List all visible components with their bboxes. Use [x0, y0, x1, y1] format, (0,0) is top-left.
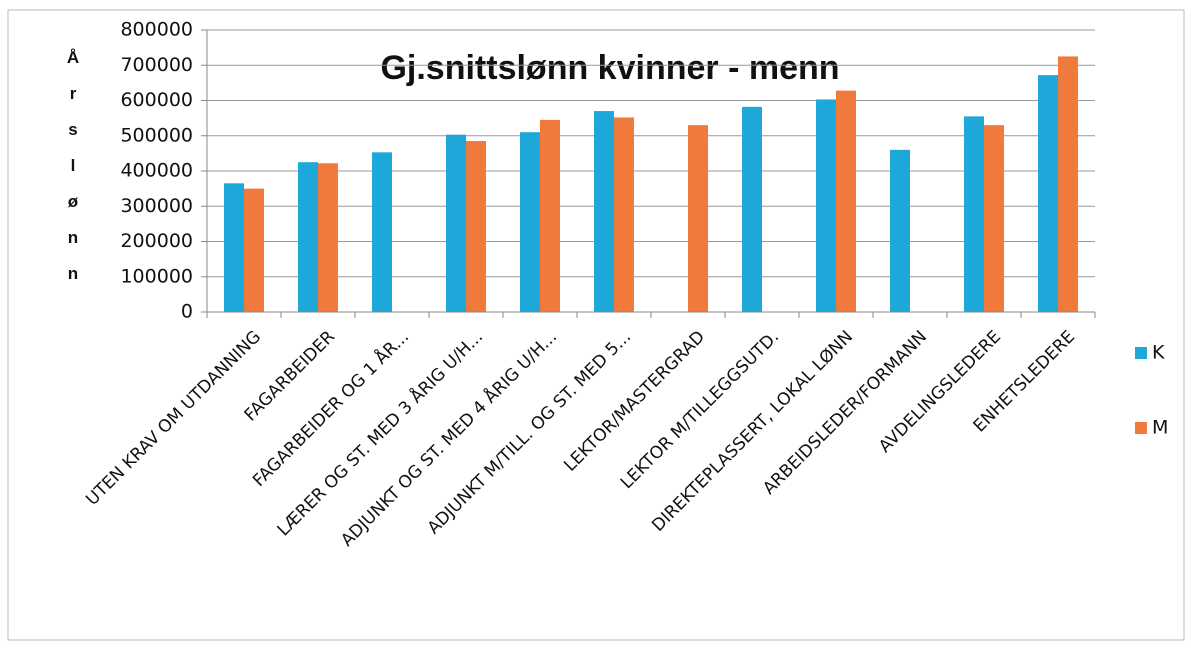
- x-tick-label: FAGARBEIDER OG 1 ÅR...: [248, 326, 413, 491]
- y-tick-label: 200000: [120, 230, 193, 252]
- y-axis-label: Årslønn: [66, 48, 80, 283]
- chart-border: [7, 9, 1185, 641]
- y-tick-label: 600000: [120, 89, 193, 111]
- bar: [614, 117, 634, 312]
- bar: [446, 134, 466, 312]
- bar: [1038, 75, 1058, 313]
- legend-label: M: [1152, 417, 1168, 439]
- y-tick-label: 500000: [120, 124, 193, 146]
- bar: [594, 111, 614, 312]
- bar: [466, 141, 486, 312]
- bar: [688, 125, 708, 312]
- bar: [742, 106, 762, 312]
- bar: [372, 152, 392, 312]
- bar: [520, 132, 540, 312]
- chart-title: Gj.snittslønn kvinner - menn: [380, 49, 839, 87]
- bar: [1058, 56, 1078, 312]
- x-tick-label: AVDELINGSLEDERE: [875, 327, 1005, 457]
- y-tick-label: 700000: [120, 54, 193, 76]
- bar: [244, 188, 264, 312]
- x-tick-label: LEKTOR M/TILLEGGSUTD.: [617, 327, 783, 493]
- bar: [816, 99, 836, 312]
- bar: [298, 162, 318, 312]
- y-tick-label: 400000: [120, 160, 193, 182]
- bar: [224, 183, 244, 312]
- y-tick-label: 0: [181, 301, 193, 323]
- x-tick-label: UTEN KRAV OM UTDANNING: [82, 327, 265, 510]
- legend-swatch: [1135, 347, 1147, 359]
- y-tick-label: 100000: [120, 265, 193, 287]
- y-tick-label: 300000: [120, 195, 193, 217]
- legend-swatch: [1135, 422, 1147, 434]
- x-tick-label: LEKTOR/MASTERGRAD: [560, 327, 709, 476]
- legend-label: K: [1152, 342, 1165, 364]
- bar: [964, 116, 984, 312]
- y-tick-label: 800000: [120, 19, 193, 41]
- bar: [836, 90, 856, 312]
- bar: [984, 125, 1004, 312]
- bar: [540, 119, 560, 312]
- bar: [318, 163, 338, 312]
- bar: [890, 149, 910, 312]
